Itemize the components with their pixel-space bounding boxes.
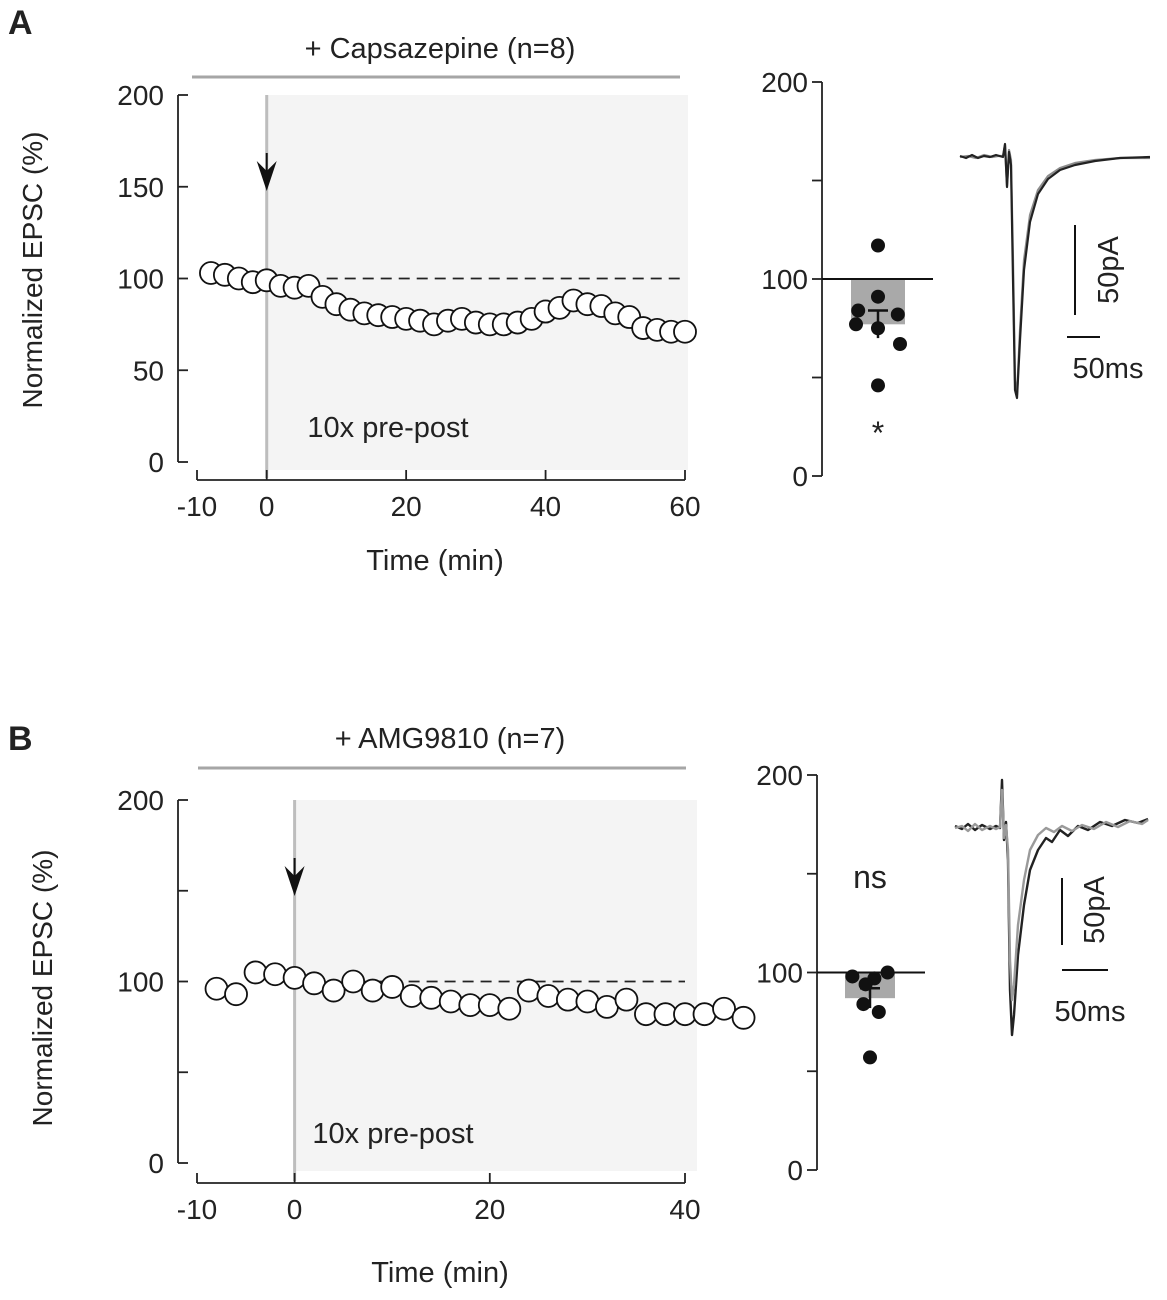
summary-data-point	[871, 1005, 886, 1019]
y-tick-label: 100	[117, 264, 164, 295]
data-point	[243, 960, 268, 985]
x-tick-label: -10	[177, 491, 217, 522]
panel-a-summary-ticks: 0 100 200	[761, 67, 822, 492]
data-point	[419, 985, 444, 1010]
panel-a-timecourse-points	[199, 261, 697, 344]
summary-data-point	[858, 977, 873, 992]
summary-data-point	[880, 965, 895, 980]
panel-b-trace-post	[954, 788, 1149, 1002]
panel-a-epsc-traces	[959, 142, 1151, 400]
data-point	[380, 975, 405, 999]
y-tick-label: 0	[148, 1148, 164, 1179]
y-tick-label: 100	[117, 967, 164, 998]
summary-data-point	[849, 317, 863, 332]
x-tick-label: -10	[177, 1194, 217, 1225]
y-tick-label: 200	[117, 80, 164, 111]
panel-a-x-label: Time (min)	[366, 545, 503, 577]
summary-data-point	[871, 378, 885, 393]
panel-a-summary-points	[849, 238, 907, 393]
data-point	[282, 965, 307, 990]
panel-b-title: + AMG9810 (n=7)	[335, 723, 566, 755]
data-point	[204, 976, 229, 1001]
panel-a-title: + Capsazepine (n=8)	[305, 33, 576, 65]
y-tick-label: 50	[133, 355, 164, 386]
data-point	[224, 982, 248, 1007]
y-tick-label: 150	[117, 172, 164, 203]
panel-a-scale-amplitude-label: 50pA	[1093, 235, 1125, 303]
panel-a-induction-annotation: 10x pre-post	[307, 412, 468, 444]
panel-b-scale-time-label: 50ms	[1055, 996, 1126, 1028]
data-point	[321, 978, 346, 1003]
summary-data-point	[863, 1050, 877, 1065]
data-point	[497, 996, 522, 1021]
data-point	[438, 989, 463, 1014]
panel-b-letter: B	[8, 720, 33, 758]
panel-b-summary-ticks: 0 100 200	[756, 760, 817, 1186]
summary-data-point	[871, 321, 885, 336]
data-point	[731, 1005, 756, 1030]
summary-tick-label: 100	[761, 264, 808, 295]
panel-a-x-ticks: -10 0 20 40 60	[177, 470, 701, 522]
summary-tick-label: 100	[756, 958, 803, 989]
panel-b-scale-amplitude-label: 50pA	[1079, 875, 1111, 943]
panel-a-trace-baseline	[959, 142, 1151, 400]
panel-b-y-ticks: 0 100 200	[117, 785, 188, 1179]
panel-a-y-ticks: 0 50 100 150 200	[117, 80, 188, 478]
panel-b-significance: ns	[853, 859, 887, 895]
down-arrow-icon	[256, 153, 277, 191]
panel-a-significance: *	[872, 415, 884, 451]
data-point	[614, 987, 639, 1012]
summary-tick-label: 200	[761, 67, 808, 98]
panel-b: B + AMG9810 (n=7) 0 100 200 -10 0 20 40 Norma…	[8, 720, 1149, 1289]
summary-data-point	[856, 997, 871, 1012]
panel-a-scale-time-label: 50ms	[1073, 353, 1144, 385]
data-point	[341, 969, 366, 994]
summary-data-point	[871, 238, 885, 253]
y-tick-label: 200	[117, 785, 164, 816]
data-point	[673, 319, 697, 344]
data-point	[536, 984, 561, 1008]
data-point	[692, 1002, 717, 1027]
panel-a-y-label: Normalized EPSC (%)	[17, 132, 48, 409]
data-point	[360, 978, 385, 1003]
panel-b-x-label: Time (min)	[371, 1257, 508, 1289]
data-point	[555, 987, 580, 1012]
x-tick-label: 40	[669, 1194, 700, 1225]
data-point	[263, 962, 287, 987]
summary-tick-label: 0	[792, 461, 808, 492]
x-tick-label: 60	[669, 491, 700, 522]
data-point	[575, 989, 600, 1014]
x-tick-label: 20	[474, 1194, 505, 1225]
x-tick-label: 0	[287, 1194, 303, 1225]
down-arrow-icon	[284, 858, 305, 896]
panel-b-y-label: Normalized EPSC (%)	[27, 850, 58, 1127]
panel-a-letter: A	[8, 4, 33, 42]
summary-data-point	[871, 289, 885, 304]
data-point	[477, 993, 502, 1017]
x-tick-label: 20	[391, 491, 422, 522]
panel-b-timecourse-points	[204, 960, 756, 1030]
panel-a-shaded-region	[266, 95, 688, 470]
summary-tick-label: 200	[756, 760, 803, 791]
summary-data-point	[845, 969, 860, 984]
summary-data-point	[851, 303, 866, 318]
panel-b-epsc-traces	[954, 778, 1149, 1037]
summary-tick-label: 0	[787, 1155, 803, 1186]
panel-b-induction-annotation: 10x pre-post	[312, 1118, 473, 1150]
y-tick-label: 0	[148, 447, 164, 478]
x-tick-label: 40	[530, 491, 561, 522]
summary-data-point	[893, 337, 907, 352]
x-tick-label: 0	[259, 491, 275, 522]
panel-b-x-ticks: -10 0 20 40	[177, 1173, 701, 1225]
data-point	[516, 978, 541, 1003]
panel-b-summary-points	[845, 965, 895, 1065]
data-point	[399, 984, 424, 1008]
summary-data-point	[890, 307, 905, 322]
data-point	[712, 996, 736, 1021]
